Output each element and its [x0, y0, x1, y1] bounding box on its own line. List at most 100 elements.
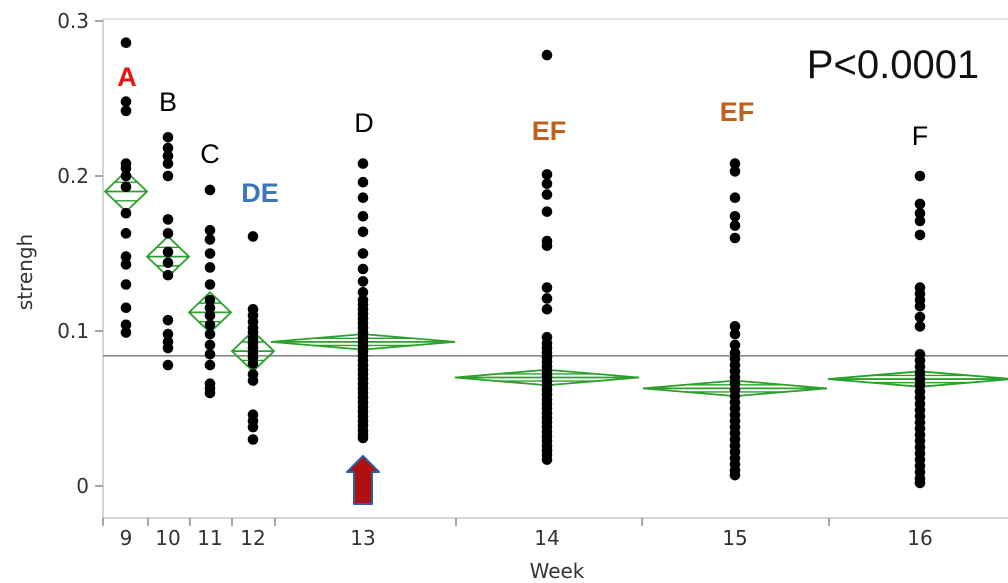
p-value-annotation: P<0.0001	[807, 43, 979, 87]
data-point	[541, 454, 553, 465]
data-point	[204, 234, 216, 245]
x-tick-label: 15	[722, 526, 747, 550]
data-point	[120, 302, 132, 314]
data-point	[914, 321, 926, 332]
data-point	[120, 170, 132, 182]
data-point	[357, 286, 369, 298]
y-tick-label: 0	[76, 474, 89, 498]
data-point	[357, 176, 369, 188]
arrow-marker-icon	[346, 455, 380, 505]
x-tick-label: 9	[120, 526, 133, 550]
data-point	[162, 269, 174, 281]
plot-frame	[102, 18, 1008, 519]
x-axis: 9 10 11 12 13 14 15 16	[102, 518, 933, 550]
data-point	[204, 387, 216, 399]
data-point	[729, 328, 741, 340]
data-point	[162, 158, 174, 169]
data-point	[357, 263, 369, 275]
data-point	[162, 131, 174, 143]
data-point	[357, 276, 369, 287]
x-tick-label: 10	[155, 526, 180, 550]
data-point	[204, 184, 216, 196]
data-point	[204, 294, 216, 306]
data-point	[729, 192, 741, 203]
x-tick-label: 11	[197, 526, 222, 550]
data-point	[162, 214, 174, 225]
data-point	[120, 259, 132, 270]
group-letter: EF	[532, 116, 567, 146]
data-point	[914, 207, 926, 219]
data-point	[204, 224, 216, 236]
data-point	[729, 339, 741, 351]
data-point	[541, 206, 553, 217]
data-point	[162, 359, 174, 371]
group-letter: F	[912, 121, 929, 151]
group-letters: ABC DE D EF EF F	[117, 62, 928, 208]
data-point	[204, 310, 216, 321]
y-tick-label: 0.3	[57, 9, 89, 33]
data-point	[120, 251, 132, 262]
data-point	[357, 432, 369, 444]
data-point	[120, 181, 132, 193]
data-point	[120, 228, 132, 239]
data-point	[162, 150, 174, 162]
data-point	[541, 240, 553, 252]
data-point	[914, 198, 926, 210]
data-point	[204, 248, 216, 259]
group-letter: B	[159, 87, 177, 117]
data-points	[120, 37, 926, 489]
data-point	[204, 339, 216, 351]
y-tick-label: 0.2	[57, 164, 89, 188]
data-point	[204, 279, 216, 290]
data-point	[541, 169, 553, 180]
x-tick-label: 16	[907, 526, 932, 550]
data-point	[541, 304, 553, 315]
data-point	[120, 327, 132, 338]
x-axis-title: Week	[530, 559, 585, 583]
x-tick-label: 12	[240, 526, 265, 550]
data-point	[162, 257, 174, 269]
data-point	[357, 158, 369, 169]
data-point	[914, 170, 926, 182]
data-point	[914, 215, 926, 227]
data-point	[357, 192, 369, 203]
data-point	[247, 434, 259, 445]
data-point	[162, 328, 174, 340]
data-point	[162, 228, 174, 239]
data-point	[914, 229, 926, 241]
data-point	[162, 342, 174, 354]
data-point	[162, 170, 174, 182]
data-point	[204, 359, 216, 371]
up-arrow-icon	[346, 455, 380, 505]
group-letter: D	[354, 108, 374, 138]
data-point	[120, 207, 132, 219]
data-point	[357, 226, 369, 238]
group-letter: C	[200, 139, 220, 169]
data-point	[729, 158, 741, 169]
data-point	[729, 321, 741, 332]
data-point	[120, 319, 132, 331]
data-point	[247, 358, 259, 369]
data-point	[120, 96, 132, 107]
data-point	[914, 477, 926, 489]
data-point	[204, 328, 216, 340]
data-point	[120, 105, 132, 117]
data-point	[120, 279, 132, 290]
data-point	[204, 302, 216, 314]
data-point	[729, 232, 741, 244]
data-point	[120, 162, 132, 174]
data-point	[914, 300, 926, 312]
data-point	[729, 469, 741, 481]
data-point	[247, 375, 259, 386]
data-point	[162, 142, 174, 154]
group-letter: A	[117, 62, 137, 92]
data-point	[357, 248, 369, 259]
data-point	[541, 178, 553, 190]
data-point	[204, 348, 216, 360]
data-point	[162, 314, 174, 326]
x-tick-label: 14	[534, 526, 559, 550]
data-point	[541, 49, 553, 61]
data-point	[541, 293, 553, 304]
